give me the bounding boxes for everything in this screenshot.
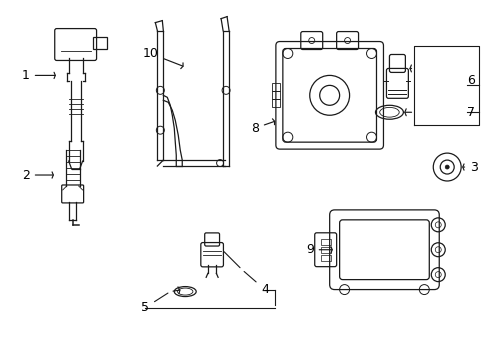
Text: 5: 5: [142, 293, 168, 314]
Bar: [321, 247, 331, 253]
Text: 10: 10: [143, 47, 183, 69]
Text: 6: 6: [467, 74, 475, 87]
Circle shape: [445, 165, 449, 169]
Text: 8: 8: [251, 119, 275, 135]
Bar: [272, 84, 280, 91]
Bar: [321, 239, 331, 245]
Text: 7: 7: [467, 106, 475, 119]
Bar: [93, 37, 106, 49]
Bar: [321, 255, 331, 261]
Bar: [272, 91, 280, 99]
Bar: [272, 99, 280, 107]
Text: 9: 9: [306, 243, 332, 256]
Text: 4: 4: [244, 271, 269, 296]
Text: 1: 1: [22, 69, 55, 82]
Text: 3: 3: [463, 161, 478, 174]
Text: 2: 2: [22, 168, 53, 181]
